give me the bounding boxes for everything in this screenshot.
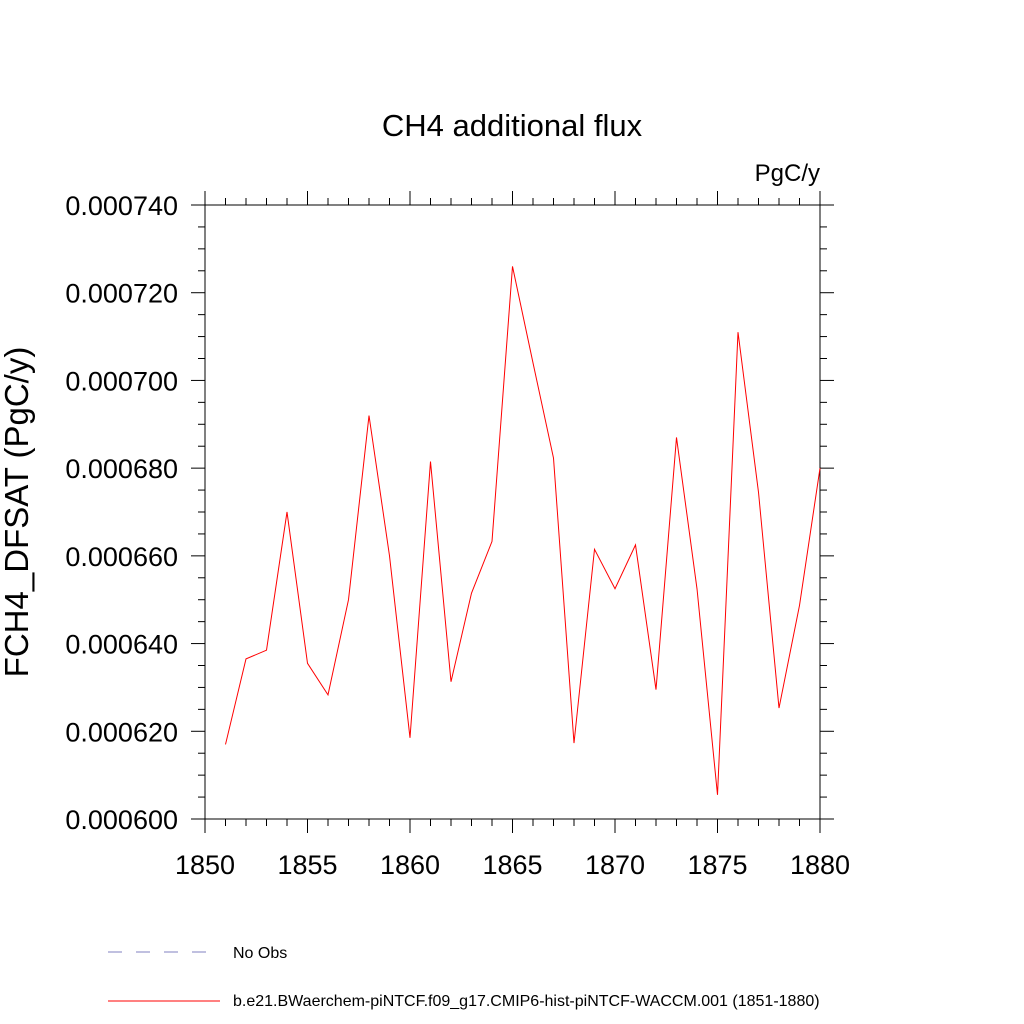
y-tick-label: 0.000720	[65, 279, 178, 309]
chart-title: CH4 additional flux	[382, 108, 643, 143]
y-tick-label: 0.000660	[65, 542, 178, 572]
x-tick-label: 1880	[790, 850, 850, 880]
y-axis-label: FCH4_DFSAT (PgC/y)	[0, 347, 35, 678]
legend-label-no-obs: No Obs	[233, 945, 287, 962]
plot-frame	[204, 204, 821, 820]
y-tick-label: 0.000620	[65, 717, 178, 747]
x-tick-label: 1865	[482, 850, 542, 880]
series-line-0	[225, 266, 821, 795]
legend: No Obs b.e21.BWaerchem-piNTCF.f09_g17.CM…	[108, 945, 820, 1010]
x-tick-label: 1855	[277, 850, 337, 880]
x-tick-label: 1870	[585, 850, 645, 880]
series-layer	[225, 266, 821, 795]
y-tick-label: 0.000700	[65, 366, 178, 396]
y-tick-label: 0.000680	[65, 454, 178, 484]
axis-ticks	[191, 191, 834, 833]
y-tick-label: 0.000640	[65, 630, 178, 660]
tick-labels: 1850 1855 1860 1865 1870 1875 1880 0.000600 0.00…	[65, 191, 850, 880]
y-tick-label: 0.000740	[65, 191, 178, 221]
x-tick-label: 1850	[175, 850, 235, 880]
x-tick-label: 1860	[380, 850, 440, 880]
y-tick-label: 0.000600	[65, 805, 178, 835]
legend-label-model: b.e21.BWaerchem-piNTCF.f09_g17.CMIP6-his…	[233, 993, 820, 1010]
x-tick-label: 1875	[687, 850, 747, 880]
units-label: PgC/y	[755, 160, 820, 187]
